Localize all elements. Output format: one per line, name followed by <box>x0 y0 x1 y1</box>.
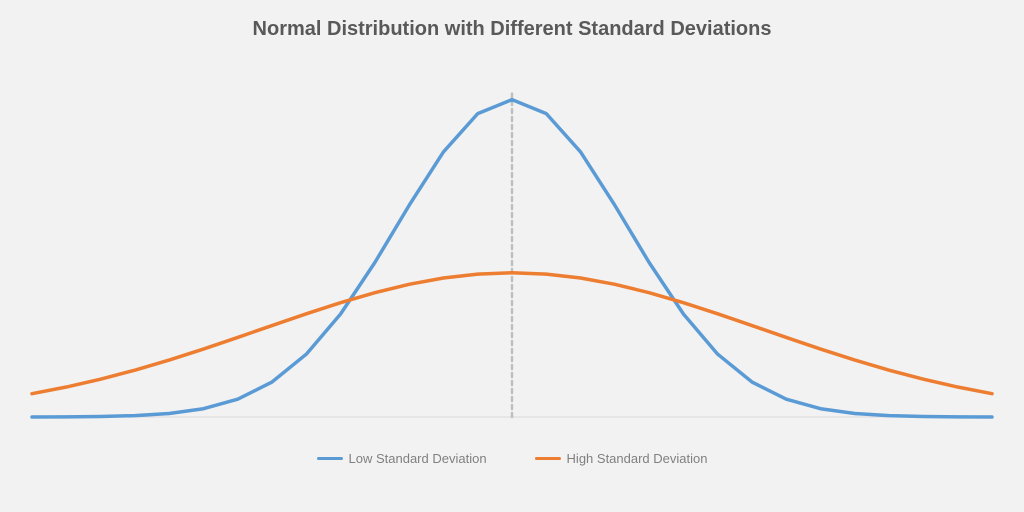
legend-label-high-sd: High Standard Deviation <box>567 451 708 466</box>
legend-item-high-sd: High Standard Deviation <box>535 451 708 466</box>
legend: Low Standard Deviation High Standard Dev… <box>317 451 708 466</box>
legend-swatch-high-sd <box>535 457 561 460</box>
legend-item-low-sd: Low Standard Deviation <box>317 451 487 466</box>
legend-label-low-sd: Low Standard Deviation <box>349 451 487 466</box>
plot-svg <box>12 47 1012 447</box>
chart-container: Normal Distribution with Different Stand… <box>0 0 1024 512</box>
plot-area <box>12 47 1012 447</box>
chart-title: Normal Distribution with Different Stand… <box>253 18 772 41</box>
legend-swatch-low-sd <box>317 457 343 460</box>
